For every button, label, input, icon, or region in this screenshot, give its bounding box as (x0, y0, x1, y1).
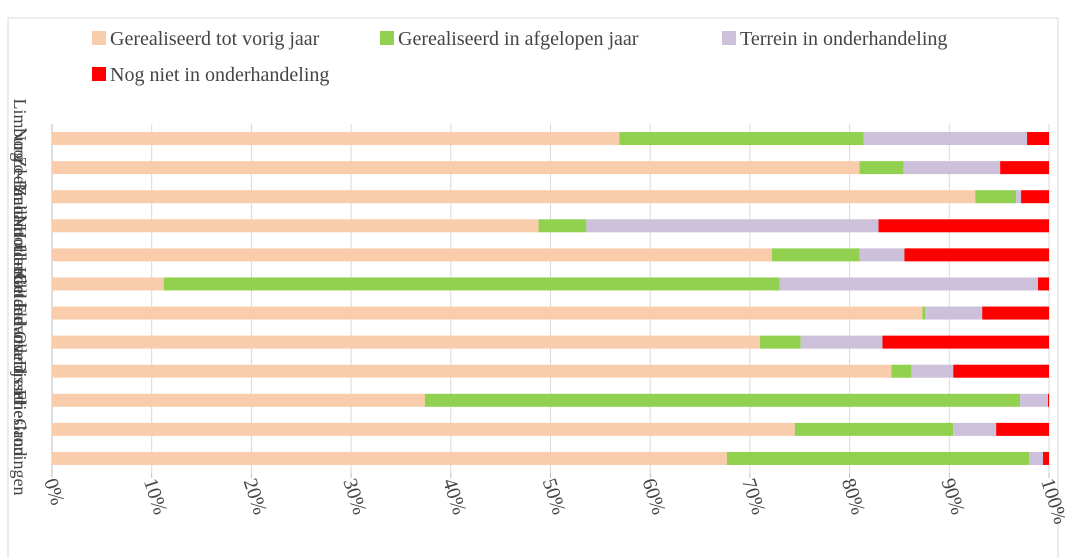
y-tick-label: Zuid-Holland (10, 186, 30, 284)
bar-segment (863, 132, 1028, 146)
bar-segment (891, 364, 912, 378)
bar-segment (52, 190, 976, 204)
bar-segment (922, 306, 926, 320)
y-tick-label: Utrecht (10, 244, 30, 298)
bar-segment (859, 248, 905, 262)
bar-segment (975, 190, 1017, 204)
bar-segment (424, 393, 1021, 407)
bar-segment (1029, 451, 1044, 465)
bar-segment (52, 335, 760, 349)
bar-segment (882, 335, 1049, 349)
bar-segment (52, 248, 772, 262)
bar-segment (1021, 190, 1049, 204)
bar-segment (52, 306, 923, 320)
bar-segment (1016, 190, 1022, 204)
bar-segment (779, 277, 1039, 291)
bar-segment (52, 451, 727, 465)
legend-label: Nog niet in onderhandeling (110, 64, 329, 86)
bar-segment (771, 248, 860, 262)
y-tick-label: Limburg (10, 99, 30, 162)
y-tick-label: Groningen (10, 418, 30, 495)
bar-segment (726, 451, 1030, 465)
bar-segment (52, 364, 892, 378)
bar-segment (538, 219, 587, 233)
y-tick-label: Overijssel (10, 331, 30, 404)
bar-segment (1038, 277, 1049, 291)
y-tick-label: Flevoland (10, 302, 30, 374)
bar-segment (759, 335, 801, 349)
bar-segment (52, 161, 860, 175)
legend-label: Gerealiseerd in afgelopen jaar (398, 28, 639, 50)
bar-segment (982, 306, 1049, 320)
y-tick-label: Noord-Holland (10, 215, 30, 325)
bar-segment (903, 161, 1001, 175)
legend-swatch (92, 67, 106, 81)
legend-label: Terrein in onderhandeling (740, 28, 947, 50)
bar-segment (1043, 451, 1049, 465)
bar-segment (586, 219, 879, 233)
bar-segment (878, 219, 1049, 233)
bar-segment (52, 132, 620, 146)
bar-segment (1048, 393, 1049, 407)
bar-segment (800, 335, 883, 349)
bar-segment (1027, 132, 1049, 146)
bar-segment (163, 277, 780, 291)
y-tick-label: Friesland (10, 389, 30, 456)
bar-segment (1000, 161, 1049, 175)
y-tick-label: Drenthe (10, 360, 30, 418)
y-tick-label: Zeeland (10, 157, 30, 215)
y-tick-label: Gelderland (10, 273, 30, 353)
bar-segment (953, 364, 1049, 378)
bar-segment (911, 364, 954, 378)
bar-segment (52, 219, 539, 233)
bar-segment (619, 132, 864, 146)
bar-segment (925, 306, 983, 320)
y-tick-label: Noord-Brabant (10, 128, 30, 237)
legend-swatch (722, 31, 736, 45)
bar-segment (52, 422, 795, 436)
bar-segment (859, 161, 904, 175)
bar-segment (904, 248, 1049, 262)
bar-segment (996, 422, 1049, 436)
bar-segment (52, 393, 425, 407)
legend-swatch (92, 31, 106, 45)
bar-segment (1020, 393, 1049, 407)
bar-segment (953, 422, 997, 436)
legend-swatch (380, 31, 394, 45)
bar-segment (52, 277, 164, 291)
bar-segment (794, 422, 954, 436)
legend-label: Gerealiseerd tot vorig jaar (110, 28, 320, 50)
